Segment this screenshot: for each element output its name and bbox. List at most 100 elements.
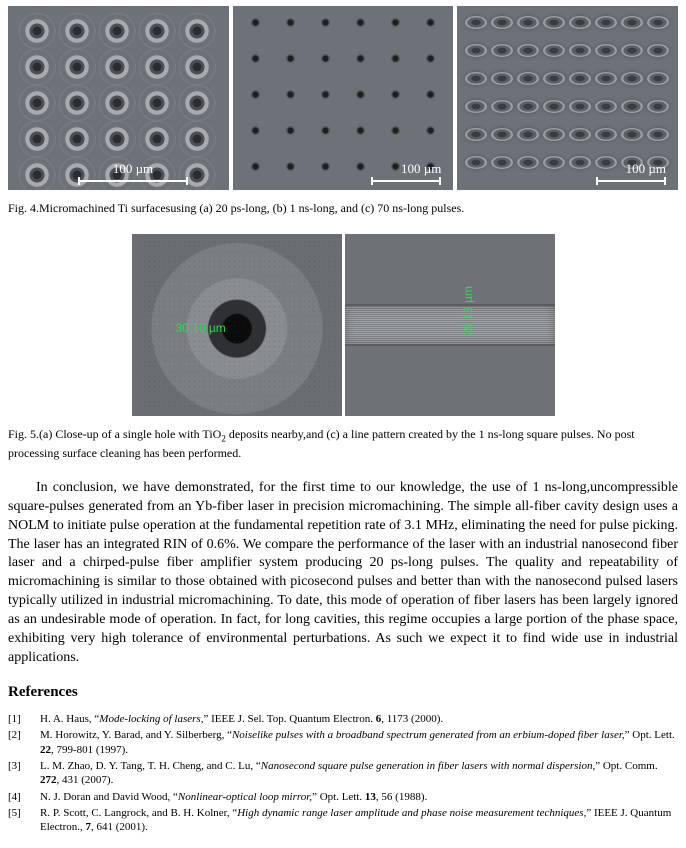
crater [62,124,92,154]
crater [543,44,565,57]
crater [62,88,92,118]
crater [647,100,669,113]
crater [251,162,260,171]
crater [569,128,591,141]
crater [251,126,260,135]
fig5-panel-b: 25.13 µm [345,234,555,416]
crater [426,90,435,99]
crater [647,16,669,29]
crater [286,90,295,99]
fig4-panel-a: 100 µm [8,6,229,190]
fig5b-dimension-label: 25.13 µm [460,286,476,336]
crater [491,72,513,85]
reference-number: [2] [8,728,30,757]
crater [182,52,212,82]
crater [543,156,565,169]
reference-number: [4] [8,790,30,804]
crater [286,18,295,27]
crater [647,72,669,85]
reference-text: M. Horowitz, Y. Barad, and Y. Silberberg… [40,728,678,757]
crater [569,44,591,57]
scalebar-label: 100 µm [401,160,441,178]
figure-5-row: 30.10 µm 25.13 µm [8,234,678,416]
reference-text: H. A. Haus, “Mode-locking of lasers,” IE… [40,712,678,726]
fig5-caption: Fig. 5.(a) Close-up of a single hole wit… [8,426,678,461]
crater [621,128,643,141]
crater [491,128,513,141]
crater [517,16,539,29]
crater [569,16,591,29]
reference-number: [3] [8,759,30,788]
crater [321,90,330,99]
crater [22,88,52,118]
crater [102,16,132,46]
crater [251,90,260,99]
crater [543,100,565,113]
reference-text: N. J. Doran and David Wood, “Nonlinear-o… [40,790,678,804]
crater [182,16,212,46]
crater [142,88,172,118]
crater [491,156,513,169]
reference-text: L. M. Zhao, D. Y. Tang, T. H. Cheng, and… [40,759,678,788]
crater [356,54,365,63]
crater [62,16,92,46]
crater [102,124,132,154]
crater [286,126,295,135]
crater [356,90,365,99]
crater [569,156,591,169]
scalebar-label: 100 µm [626,160,666,178]
fig4-panel-b: 100 µm [233,6,454,190]
crater [465,128,487,141]
crater [569,100,591,113]
reference-item: [3] L. M. Zhao, D. Y. Tang, T. H. Cheng, … [8,759,678,788]
crater [102,88,132,118]
crater [391,54,400,63]
crater [595,44,617,57]
crater [391,90,400,99]
crater [465,44,487,57]
crater [391,18,400,27]
crater [182,88,212,118]
crater [647,44,669,57]
crater [142,16,172,46]
reference-item: [2] M. Horowitz, Y. Barad, and Y. Silberb… [8,728,678,757]
crater [356,18,365,27]
crater [102,52,132,82]
fig4-panel-c: 100 µm [457,6,678,190]
references-heading: References [8,682,678,702]
crater [182,124,212,154]
reference-item: [1] H. A. Haus, “Mode-locking of lasers,”… [8,712,678,726]
fig5a-dimension-label: 30.10 µm [176,320,226,336]
crater [491,44,513,57]
crater [595,100,617,113]
reference-number: [5] [8,806,30,835]
crater [621,72,643,85]
crater [517,44,539,57]
scalebar: 100 µm [78,160,188,182]
reference-item: [4] N. J. Doran and David Wood, “Nonlinea… [8,790,678,804]
crater [491,16,513,29]
crater [356,126,365,135]
crater [426,126,435,135]
crater [286,162,295,171]
crater [465,16,487,29]
crater [595,72,617,85]
reference-item: [5]R. P. Scott, C. Langrock, and B. H. K… [8,806,678,835]
crater [517,72,539,85]
crater [22,52,52,82]
crater [251,54,260,63]
fig5-panel-a: 30.10 µm [132,234,342,416]
crater [22,124,52,154]
crater [356,162,365,171]
crater [621,100,643,113]
crater [543,72,565,85]
fig5-caption-prefix: Fig. 5.(a) Close-up of a single hole wit… [8,427,221,441]
crater [321,162,330,171]
crater [569,72,591,85]
crater [465,156,487,169]
crater [426,54,435,63]
crater [22,160,52,190]
reference-number: [1] [8,712,30,726]
crater [142,124,172,154]
crater [142,52,172,82]
